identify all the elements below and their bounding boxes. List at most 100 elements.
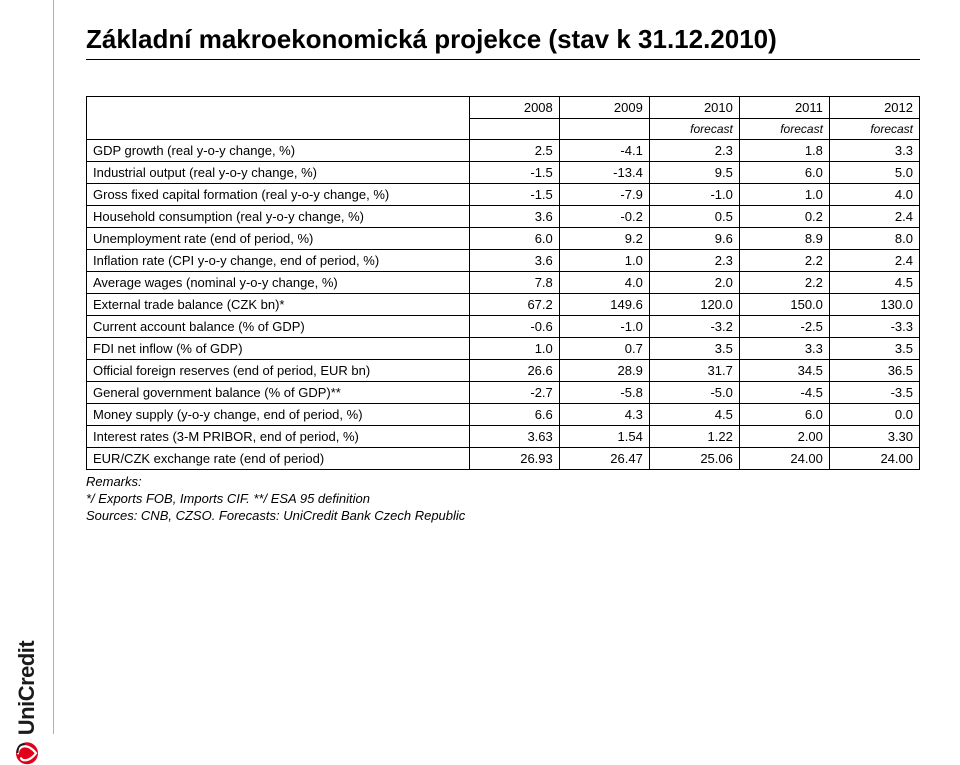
table-row: General government balance (% of GDP)**-…	[87, 382, 920, 404]
cell-value: -2.7	[469, 382, 559, 404]
cell-value: 6.6	[469, 404, 559, 426]
cell-value: 8.0	[829, 228, 919, 250]
cell-value: 2.3	[649, 140, 739, 162]
row-label: General government balance (% of GDP)**	[87, 382, 470, 404]
cell-value: 28.9	[559, 360, 649, 382]
projection-table: 2008 2009 2010 2011 2012 forecast foreca…	[86, 96, 920, 470]
cell-value: 1.0	[469, 338, 559, 360]
cell-value: 6.0	[469, 228, 559, 250]
cell-value: 24.00	[829, 448, 919, 470]
cell-value: 26.6	[469, 360, 559, 382]
cell-value: -1.0	[559, 316, 649, 338]
cell-value: 3.63	[469, 426, 559, 448]
cell-value: 9.2	[559, 228, 649, 250]
cell-value: 149.6	[559, 294, 649, 316]
table-row: GDP growth (real y-o-y change, %)2.5-4.1…	[87, 140, 920, 162]
col-year: 2011	[739, 97, 829, 119]
cell-value: 0.5	[649, 206, 739, 228]
cell-value: 3.30	[829, 426, 919, 448]
cell-value: 1.22	[649, 426, 739, 448]
cell-value: 120.0	[649, 294, 739, 316]
header-blank	[87, 97, 470, 140]
cell-value: 1.0	[559, 250, 649, 272]
row-label: Gross fixed capital formation (real y-o-…	[87, 184, 470, 206]
row-label: Industrial output (real y-o-y change, %)	[87, 162, 470, 184]
cell-value: -7.9	[559, 184, 649, 206]
cell-value: -1.5	[469, 162, 559, 184]
page-title: Základní makroekonomická projekce (stav …	[86, 24, 920, 55]
col-sub: forecast	[649, 119, 739, 140]
unicredit-logo-icon	[15, 741, 39, 765]
cell-value: -1.5	[469, 184, 559, 206]
cell-value: 1.8	[739, 140, 829, 162]
cell-value: -13.4	[559, 162, 649, 184]
cell-value: 7.8	[469, 272, 559, 294]
cell-value: 4.5	[829, 272, 919, 294]
cell-value: 3.3	[829, 140, 919, 162]
cell-value: 3.6	[469, 250, 559, 272]
row-label: Money supply (y-o-y change, end of perio…	[87, 404, 470, 426]
cell-value: 5.0	[829, 162, 919, 184]
cell-value: -2.5	[739, 316, 829, 338]
col-sub	[559, 119, 649, 140]
cell-value: 2.2	[739, 250, 829, 272]
cell-value: 2.0	[649, 272, 739, 294]
cell-value: 67.2	[469, 294, 559, 316]
table-row: Official foreign reserves (end of period…	[87, 360, 920, 382]
cell-value: 1.54	[559, 426, 649, 448]
cell-value: 9.5	[649, 162, 739, 184]
cell-value: 8.9	[739, 228, 829, 250]
table-header-years: 2008 2009 2010 2011 2012	[87, 97, 920, 119]
table-row: Gross fixed capital formation (real y-o-…	[87, 184, 920, 206]
table-row: Average wages (nominal y-o-y change, %)7…	[87, 272, 920, 294]
col-year: 2010	[649, 97, 739, 119]
cell-value: 0.7	[559, 338, 649, 360]
cell-value: 3.6	[469, 206, 559, 228]
cell-value: 2.4	[829, 250, 919, 272]
brand-logo: UniCredit	[14, 641, 40, 765]
table-row: Current account balance (% of GDP)-0.6-1…	[87, 316, 920, 338]
col-sub	[469, 119, 559, 140]
remarks-sources: Sources: CNB, CZSO. Forecasts: UniCredit…	[86, 508, 920, 523]
title-underline	[86, 59, 920, 60]
cell-value: 31.7	[649, 360, 739, 382]
cell-value: 26.47	[559, 448, 649, 470]
cell-value: -4.1	[559, 140, 649, 162]
row-label: GDP growth (real y-o-y change, %)	[87, 140, 470, 162]
cell-value: 9.6	[649, 228, 739, 250]
cell-value: 36.5	[829, 360, 919, 382]
row-label: Unemployment rate (end of period, %)	[87, 228, 470, 250]
cell-value: 4.0	[829, 184, 919, 206]
table-row: EUR/CZK exchange rate (end of period)26.…	[87, 448, 920, 470]
table-row: FDI net inflow (% of GDP)1.00.73.53.33.5	[87, 338, 920, 360]
cell-value: 130.0	[829, 294, 919, 316]
cell-value: 26.93	[469, 448, 559, 470]
cell-value: 4.0	[559, 272, 649, 294]
table-row: Money supply (y-o-y change, end of perio…	[87, 404, 920, 426]
cell-value: 0.2	[739, 206, 829, 228]
brand-name: UniCredit	[14, 641, 40, 736]
row-label: Interest rates (3-M PRIBOR, end of perio…	[87, 426, 470, 448]
cell-value: 24.00	[739, 448, 829, 470]
cell-value: 2.00	[739, 426, 829, 448]
col-sub: forecast	[739, 119, 829, 140]
cell-value: -4.5	[739, 382, 829, 404]
brand-sidebar: UniCredit	[0, 0, 54, 734]
cell-value: 150.0	[739, 294, 829, 316]
remarks-note: */ Exports FOB, Imports CIF. **/ ESA 95 …	[86, 491, 920, 506]
row-label: Official foreign reserves (end of period…	[87, 360, 470, 382]
remarks-heading: Remarks:	[86, 474, 920, 489]
row-label: Inflation rate (CPI y-o-y change, end of…	[87, 250, 470, 272]
table-row: Unemployment rate (end of period, %)6.09…	[87, 228, 920, 250]
table-row: External trade balance (CZK bn)*67.2149.…	[87, 294, 920, 316]
cell-value: 3.5	[829, 338, 919, 360]
row-label: FDI net inflow (% of GDP)	[87, 338, 470, 360]
cell-value: 2.2	[739, 272, 829, 294]
row-label: Average wages (nominal y-o-y change, %)	[87, 272, 470, 294]
row-label: Current account balance (% of GDP)	[87, 316, 470, 338]
cell-value: -0.6	[469, 316, 559, 338]
cell-value: 3.5	[649, 338, 739, 360]
row-label: Household consumption (real y-o-y change…	[87, 206, 470, 228]
cell-value: -1.0	[649, 184, 739, 206]
cell-value: 34.5	[739, 360, 829, 382]
